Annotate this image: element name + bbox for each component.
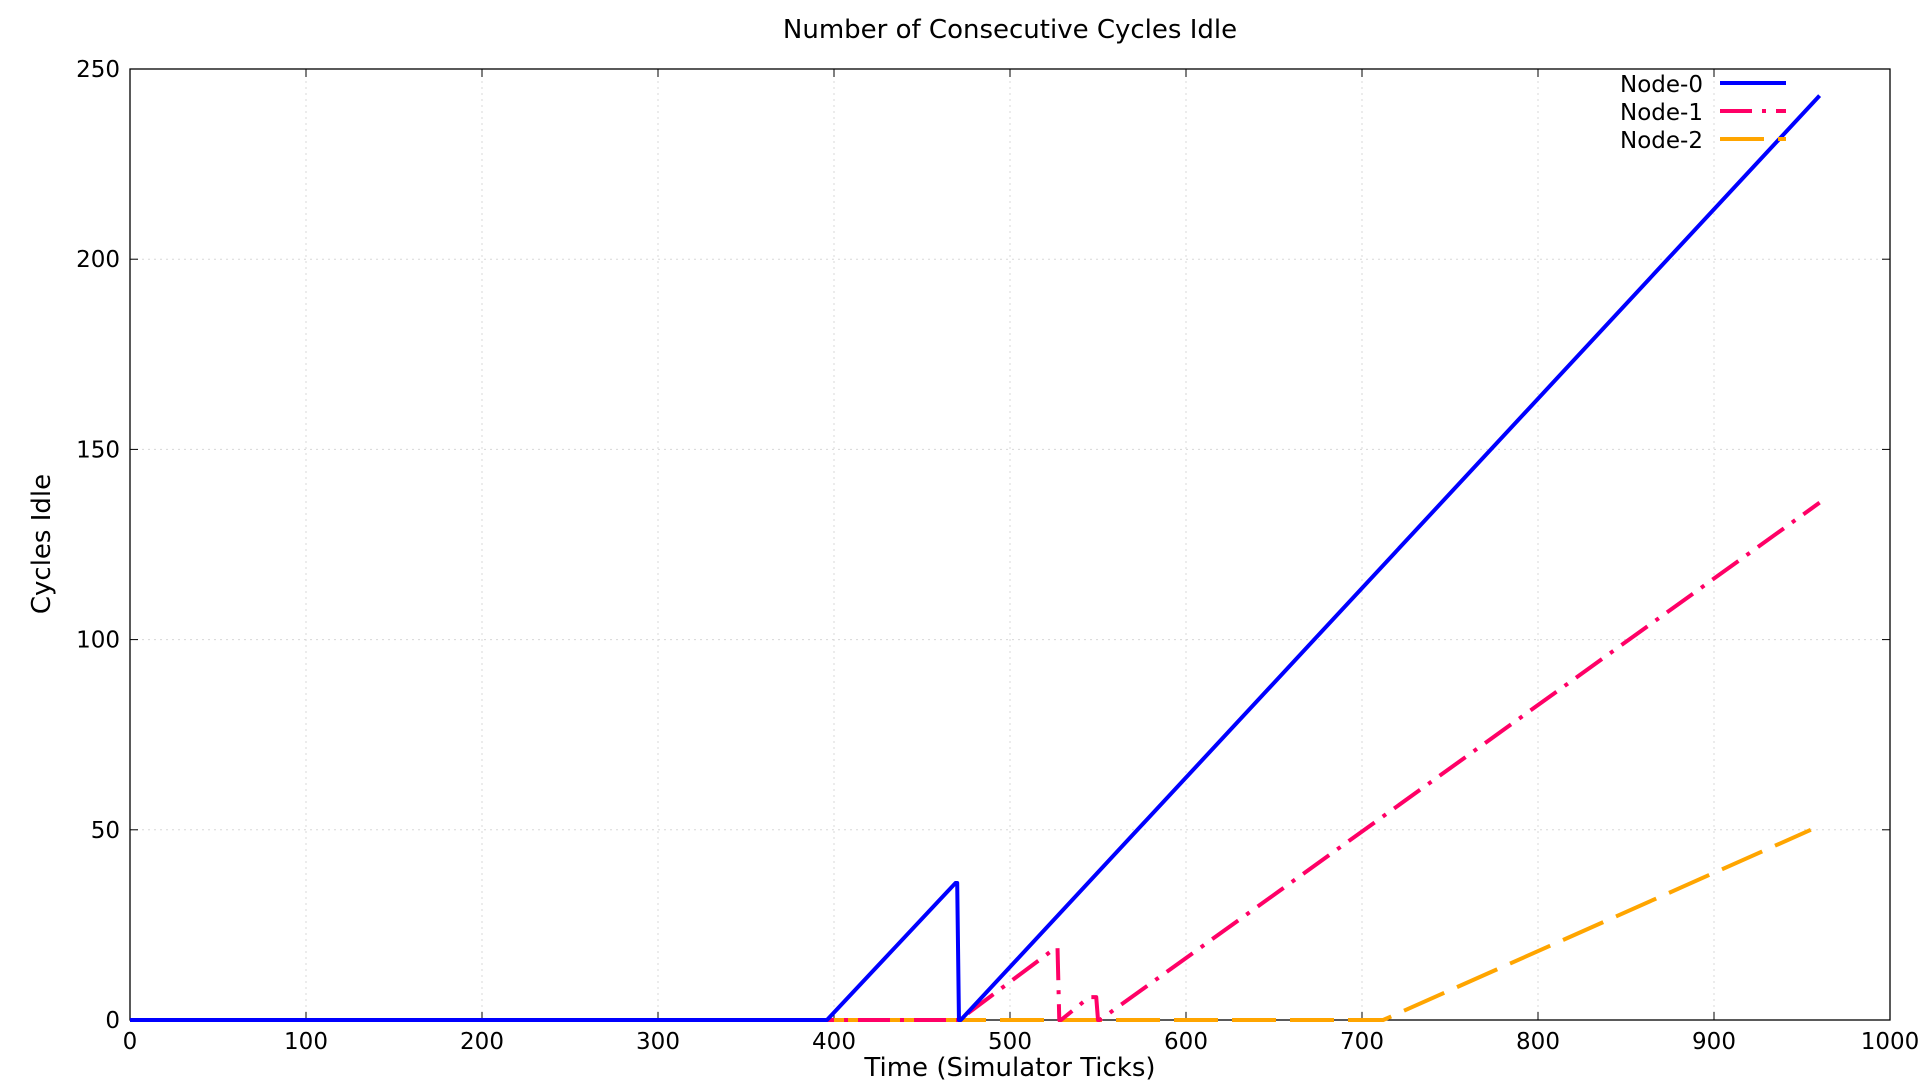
y-tick-label: 250 [76,57,120,83]
x-tick-label: 200 [460,1029,504,1055]
x-tick-label: 600 [1164,1029,1208,1055]
series-line-node-0 [130,94,1822,1022]
x-tick-label: 300 [636,1029,680,1055]
x-tick-label: 0 [123,1029,138,1055]
y-axis-title: Cycles Idle [27,474,57,614]
y-tick-label: 150 [76,437,120,463]
x-tick-label: 700 [1340,1029,1384,1055]
x-axis-title: Time (Simulator Ticks) [863,1053,1155,1080]
series-line-node-1 [130,501,1821,1022]
x-tick-label: 1000 [1861,1029,1920,1055]
x-tick-label: 900 [1692,1029,1736,1055]
y-tick-label: 100 [76,628,120,654]
legend-label-node-2: Node-2 [1620,128,1703,154]
legend-label-node-1: Node-1 [1620,100,1703,126]
x-tick-label: 500 [988,1029,1032,1055]
y-tick-label: 0 [105,1008,120,1034]
chart-title: Number of Consecutive Cycles Idle [783,15,1237,45]
y-tick-label: 200 [76,247,120,273]
grid [130,69,1890,1020]
x-tick-label: 400 [812,1029,856,1055]
series-lines [130,94,1822,1022]
x-tick-label: 100 [284,1029,328,1055]
y-tick-label: 50 [91,818,120,844]
legend-label-node-0: Node-0 [1620,72,1703,98]
x-tick-label: 800 [1516,1029,1560,1055]
axis-ticks: 0 100 200 300 400 500 600 700 800 900 1000 0 50 100 15… [76,57,1919,1055]
legend: Node-0 Node-1 Node-2 [1620,72,1786,154]
